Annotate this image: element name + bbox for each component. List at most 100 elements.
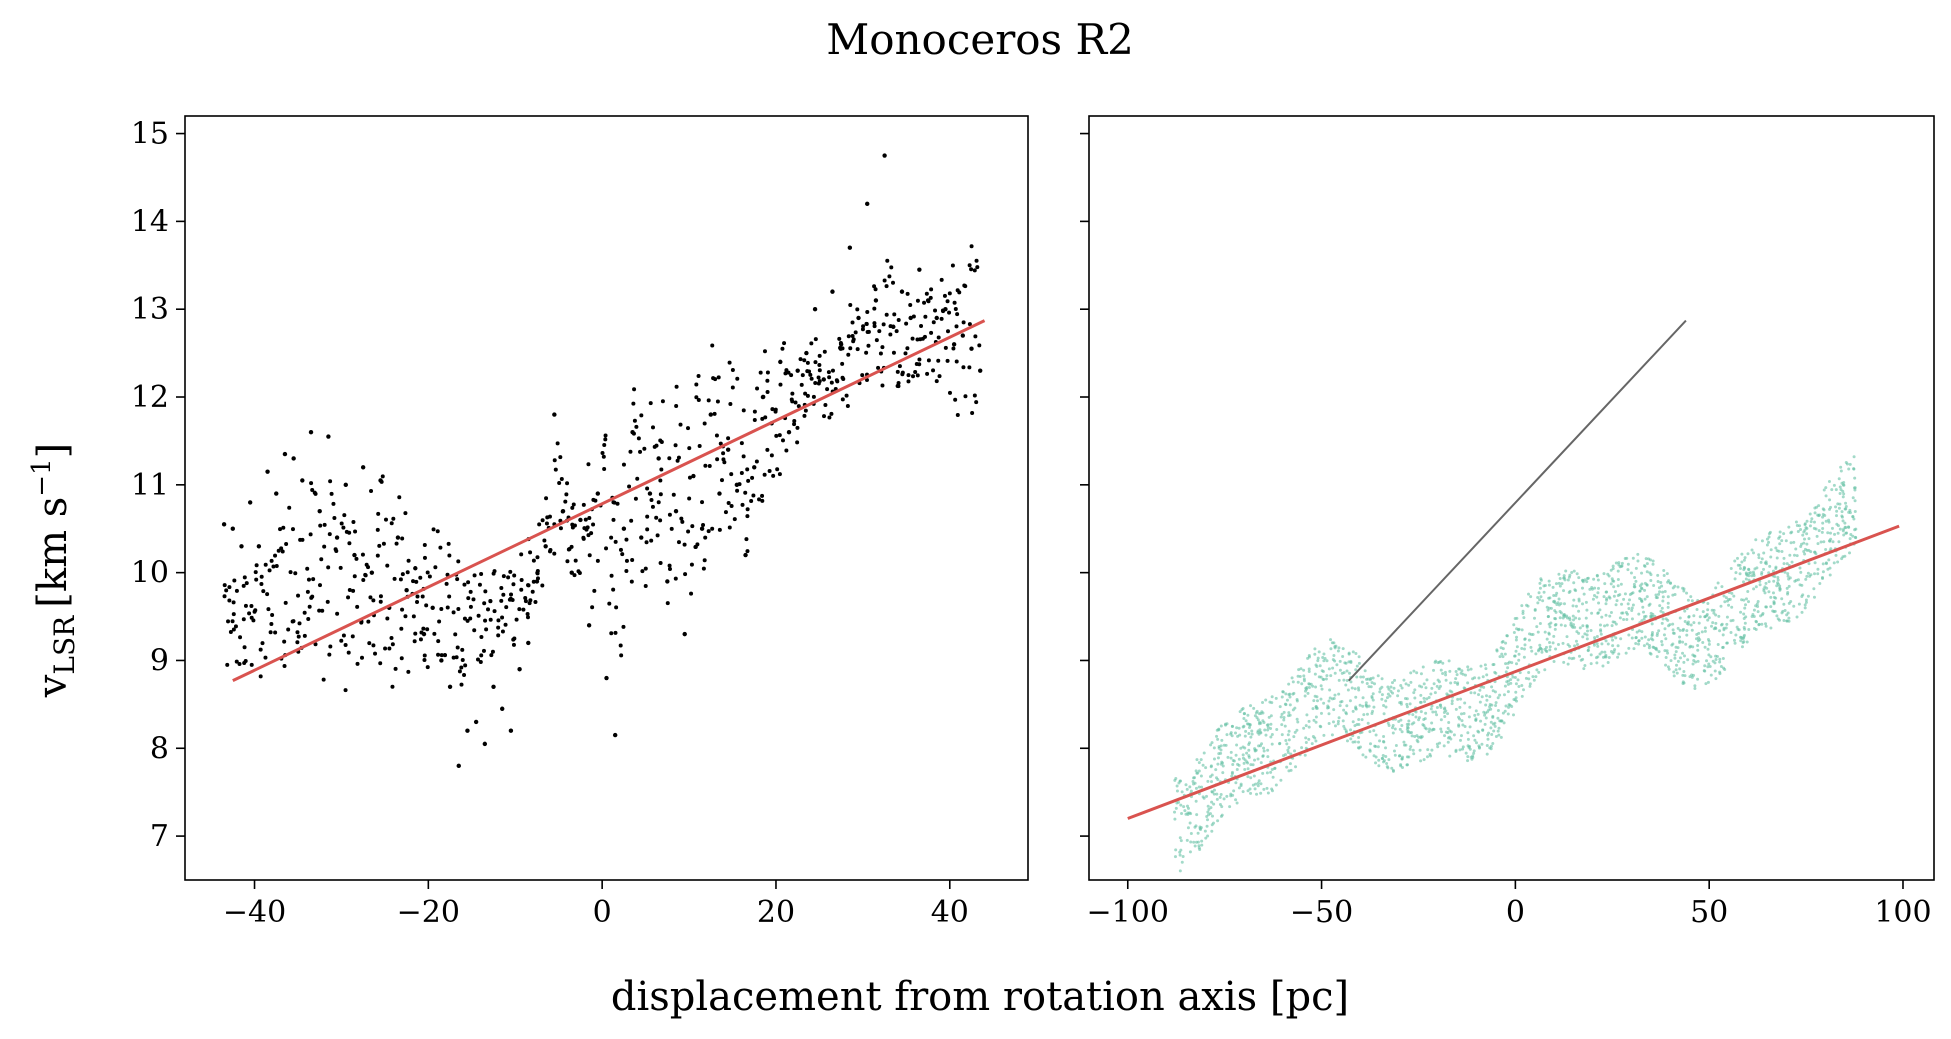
- left-data-point: [571, 502, 576, 507]
- left-data-point: [488, 617, 493, 622]
- left-data-point: [424, 603, 429, 608]
- right-data-point: [1196, 831, 1200, 835]
- right-data-point: [1210, 780, 1214, 784]
- right-data-point: [1549, 621, 1553, 625]
- right-data-point: [1834, 488, 1838, 492]
- left-data-point: [254, 563, 259, 568]
- right-data-point: [1611, 579, 1615, 583]
- right-data-point: [1647, 643, 1651, 647]
- left-data-point: [947, 310, 952, 315]
- right-data-point: [1745, 640, 1749, 644]
- right-data-point: [1286, 748, 1290, 752]
- right-data-point: [1648, 558, 1652, 562]
- right-data-point: [1842, 492, 1846, 496]
- left-data-point: [231, 612, 236, 617]
- left-data-point: [607, 601, 612, 606]
- right-data-point: [1317, 675, 1321, 679]
- right-data-point: [1370, 711, 1374, 715]
- right-data-point: [1734, 571, 1738, 575]
- right-data-point: [1682, 589, 1686, 593]
- right-data-point: [1514, 649, 1518, 653]
- right-data-point: [1730, 605, 1734, 609]
- right-data-point: [1216, 819, 1220, 823]
- left-data-point: [873, 298, 879, 303]
- right-data-point: [1377, 764, 1381, 768]
- right-data-point: [1365, 677, 1369, 681]
- right-data-point: [1267, 715, 1271, 719]
- right-data-point: [1787, 584, 1791, 588]
- right-data-point: [1505, 634, 1509, 638]
- right-data-point: [1219, 724, 1223, 728]
- right-data-point: [1764, 622, 1768, 626]
- right-data-point: [1248, 787, 1252, 791]
- right-data-point: [1559, 623, 1563, 627]
- left-data-point: [917, 357, 922, 362]
- right-data-point: [1289, 752, 1293, 756]
- right-data-point: [1784, 539, 1788, 543]
- right-data-point: [1767, 532, 1771, 536]
- left-data-point: [530, 589, 535, 594]
- right-data-point: [1821, 576, 1825, 580]
- right-data-point: [1461, 723, 1465, 727]
- right-data-point: [1663, 627, 1667, 631]
- right-data-point: [1706, 647, 1710, 651]
- right-data-point: [1625, 556, 1629, 560]
- left-data-point: [395, 535, 401, 540]
- right-data-point: [1842, 481, 1846, 485]
- right-data-point: [1500, 640, 1504, 644]
- right-data-point: [1643, 635, 1647, 639]
- right-data-point: [1221, 771, 1225, 775]
- right-data-point: [1307, 685, 1311, 689]
- left-data-point: [411, 579, 416, 584]
- left-data-point: [770, 407, 775, 412]
- right-data-point: [1457, 724, 1461, 728]
- left-data-point: [321, 677, 326, 682]
- right-data-point: [1385, 696, 1389, 700]
- right-data-point: [1844, 531, 1848, 535]
- right-data-point: [1617, 652, 1621, 656]
- right-data-point: [1574, 589, 1578, 593]
- right-data-point: [1520, 694, 1524, 698]
- right-data-point: [1611, 564, 1615, 568]
- right-data-point: [1562, 574, 1566, 578]
- left-data-point: [634, 424, 639, 429]
- right-data-point: [1448, 754, 1452, 758]
- right-data-point: [1789, 541, 1793, 545]
- right-data-point: [1562, 602, 1566, 606]
- left-data-point: [669, 526, 674, 531]
- right-data-point: [1733, 559, 1737, 563]
- right-data-point: [1407, 722, 1411, 726]
- right-data-point: [1557, 572, 1561, 576]
- right-data-point: [1660, 606, 1664, 610]
- right-data-point: [1256, 784, 1260, 788]
- right-data-point: [1757, 553, 1761, 557]
- right-data-point: [1341, 647, 1345, 651]
- right-data-point: [1649, 611, 1653, 615]
- right-data-point: [1393, 753, 1397, 757]
- left-data-point: [352, 574, 357, 579]
- left-data-point: [346, 650, 351, 655]
- right-data-point: [1657, 592, 1661, 596]
- right-data-point: [1257, 744, 1261, 748]
- left-data-point: [526, 640, 531, 646]
- right-data-point: [1506, 661, 1510, 665]
- right-data-point: [1270, 768, 1274, 772]
- right-data-point: [1430, 721, 1434, 725]
- right-data-point: [1247, 748, 1251, 752]
- right-data-point: [1260, 742, 1264, 746]
- right-data-point: [1723, 668, 1727, 672]
- left-data-point: [286, 627, 291, 632]
- left-data-point: [884, 284, 889, 289]
- left-data-point: [850, 333, 855, 338]
- right-data-point: [1466, 731, 1470, 735]
- right-data-point: [1314, 720, 1318, 724]
- left-data-point: [274, 563, 279, 568]
- right-data-point: [1380, 697, 1384, 701]
- left-data-point: [398, 577, 403, 582]
- left-data-point: [462, 582, 467, 587]
- right-data-point: [1212, 792, 1216, 796]
- left-data-point: [527, 601, 532, 606]
- right-data-point: [1568, 644, 1572, 648]
- right-data-point: [1380, 756, 1384, 760]
- right-data-point: [1270, 742, 1274, 746]
